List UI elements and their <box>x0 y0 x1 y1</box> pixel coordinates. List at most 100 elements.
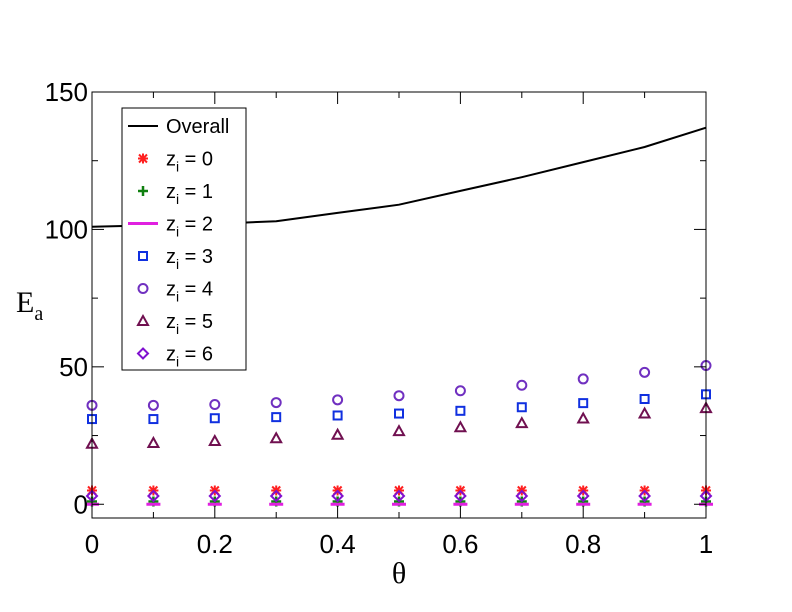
data-point <box>331 489 345 503</box>
data-point <box>269 489 283 503</box>
legend-label: zi = 4 <box>166 279 213 305</box>
series-6 <box>85 401 713 449</box>
legend-label: Overall <box>166 116 229 138</box>
y-tick-label: 0 <box>74 489 88 519</box>
data-point <box>516 379 528 391</box>
legend-label-subscript: i <box>176 289 179 305</box>
y-axis-label: Ea <box>16 286 43 325</box>
x-axis-label: θ <box>392 557 406 590</box>
data-point <box>637 406 652 419</box>
legend-label: zi = 1 <box>166 181 213 207</box>
legend-label-value: = 5 <box>179 311 213 333</box>
legend-label-value: = 4 <box>179 279 213 301</box>
legend-marker <box>136 347 150 360</box>
y-tick-label: 50 <box>59 352 88 382</box>
data-point <box>209 413 220 424</box>
x-tick-label: 1 <box>699 529 713 559</box>
legend-label-value: = 2 <box>179 214 213 236</box>
data-point <box>639 366 651 378</box>
data-point <box>454 385 466 397</box>
legend-label-subscript: i <box>176 354 179 370</box>
data-point <box>576 489 590 503</box>
data-point <box>146 435 161 448</box>
data-point <box>578 398 589 409</box>
x-tick-label: 0.4 <box>320 529 356 559</box>
data-point <box>577 373 589 385</box>
x-tick-label: 0.6 <box>442 529 478 559</box>
legend-label: zi = 2 <box>166 214 213 240</box>
legend-label-value: = 6 <box>179 344 213 366</box>
x-tick-label: 0.8 <box>565 529 601 559</box>
data-point <box>208 489 222 503</box>
data-point <box>332 394 344 406</box>
data-point <box>455 405 466 416</box>
legend-label-prefix: z <box>166 181 176 203</box>
legend-label-prefix: z <box>166 246 176 268</box>
legend-item: zi = 3 <box>138 246 213 272</box>
legend-label-prefix: z <box>166 279 176 301</box>
data-point <box>208 433 222 447</box>
legend-marker <box>138 153 148 164</box>
x-tick-label: 0.2 <box>197 529 233 559</box>
data-point <box>269 431 283 444</box>
data-point <box>270 397 282 409</box>
legend-label: zi = 0 <box>166 149 213 175</box>
legend-item: zi = 1 <box>138 181 213 207</box>
data-point <box>271 412 282 423</box>
data-point <box>515 416 529 429</box>
legend-label-subscript: i <box>176 191 179 207</box>
legend-label: zi = 3 <box>166 246 213 272</box>
data-point <box>147 399 159 411</box>
legend-label-prefix: z <box>166 344 176 366</box>
data-point <box>453 489 467 503</box>
legend-label: zi = 6 <box>166 344 213 370</box>
data-point <box>392 489 406 503</box>
legend-label: zi = 5 <box>166 311 213 337</box>
data-point <box>638 489 652 503</box>
series-4 <box>87 389 711 425</box>
data-point <box>394 408 404 419</box>
axis-ticks <box>91 91 707 518</box>
y-axis-label-main: E <box>16 286 34 319</box>
legend-item: zi = 6 <box>136 344 213 370</box>
tick-labels: 0 0.2 0.4 0.6 0.8 1 0 50 100 150 <box>45 77 714 559</box>
data-point <box>515 489 529 503</box>
legend-marker <box>138 251 148 261</box>
legend-marker <box>137 283 149 294</box>
legend-label-subscript: i <box>176 256 179 272</box>
legend-label-prefix: z <box>166 149 176 171</box>
x-tick-label: 0 <box>85 529 99 559</box>
legend-box <box>121 107 247 371</box>
legend-label-value: = 0 <box>179 149 213 171</box>
y-axis-label-subscript: a <box>34 303 43 325</box>
legend-marker <box>138 186 148 196</box>
data-point <box>516 402 527 413</box>
legend-item: zi = 4 <box>137 279 213 305</box>
legend-label-value: = 3 <box>179 246 213 268</box>
legend-label-subscript: i <box>176 224 179 240</box>
legend-label-prefix: z <box>166 311 176 333</box>
legend-marker <box>136 313 150 326</box>
legend-label-prefix: z <box>166 214 176 236</box>
legend-item: zi = 2 <box>128 214 213 240</box>
data-point <box>148 414 159 425</box>
legend-item: Overall <box>128 116 229 138</box>
data-point <box>453 420 468 433</box>
data-point <box>332 410 343 421</box>
data-point <box>209 398 221 410</box>
data-point <box>392 424 406 437</box>
data-point <box>330 427 345 440</box>
series-7 <box>85 489 713 503</box>
data-point <box>146 489 160 503</box>
legend-item: zi = 0 <box>138 149 213 175</box>
legend-label-subscript: i <box>176 159 179 175</box>
y-tick-label: 100 <box>45 214 88 244</box>
data-point <box>393 390 405 402</box>
plot-marks <box>85 126 713 507</box>
legend-item: zi = 5 <box>136 311 213 337</box>
data-point <box>639 393 650 404</box>
y-tick-label: 150 <box>45 77 88 107</box>
data-point <box>576 411 590 424</box>
